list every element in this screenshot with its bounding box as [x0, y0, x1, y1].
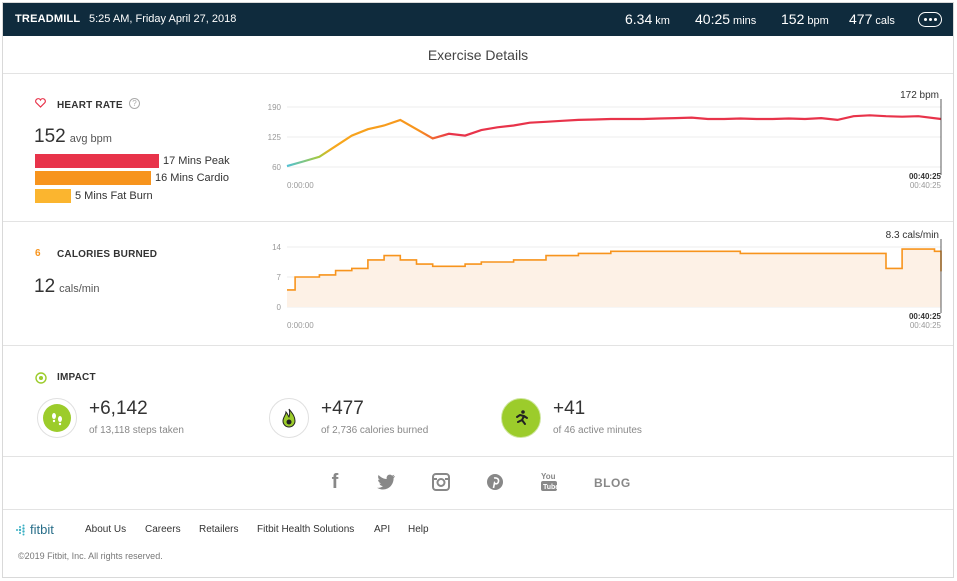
impact-calories-sub: of 2,736 calories burned: [321, 425, 429, 436]
calories-end-time: 00:40:25: [910, 321, 942, 330]
impact-active-badge: [501, 398, 541, 438]
heart-rate-label: HEART RATE: [57, 100, 123, 111]
heart-rate-start-time: 0:00:00: [287, 181, 314, 190]
impact-section: IMPACT: [3, 346, 953, 457]
impact-active-value: +41: [553, 398, 586, 419]
calories-line: [287, 248, 942, 291]
calories-rate-unit: cals/min: [59, 283, 100, 295]
avg-heart-rate: 152 avg bpm: [34, 126, 112, 148]
duration-stat: 40:25 mins: [695, 11, 756, 27]
calories-rate-value: 12: [34, 276, 56, 297]
heart-rate-end-time-bold: 00:40:25: [909, 172, 942, 181]
impact-calories: +477 of 2,736 calories burned: [269, 398, 469, 442]
impact-label: IMPACT: [57, 372, 96, 383]
calories-peak-label: 8.3 cals/min: [886, 230, 939, 241]
heart-rate-chart[interactable]: 190 125 60 172 bpm 0:00:00 00:40:25 00:40:…: [261, 87, 944, 197]
avg-heart-rate-value: 152: [34, 126, 66, 147]
impact-calories-badge: [269, 398, 309, 438]
calories-unit: cals: [875, 15, 895, 27]
running-person-icon: [507, 404, 535, 432]
heart-rate-stat: 152 bpm: [781, 11, 829, 27]
zone-label-cardio: 16 Mins Cardio: [155, 172, 229, 184]
flame-icon: 6: [35, 248, 41, 259]
exercise-summary-bar: TREADMILL 5:25 AM, Friday April 27, 2018…: [3, 3, 953, 36]
svg-text:Tube: Tube: [543, 484, 558, 491]
impact-steps-value: +6,142: [89, 398, 148, 419]
fitbit-dots-icon: [16, 524, 25, 535]
distance-unit: km: [655, 15, 670, 27]
impact-steps-badge: [37, 398, 77, 438]
exercise-datetime: 5:25 AM, Friday April 27, 2018: [89, 13, 237, 25]
footer-link-api[interactable]: API: [374, 524, 391, 535]
calories-area: [287, 249, 941, 307]
svg-text:You: You: [541, 472, 556, 481]
heart-rate-unit: bpm: [807, 15, 829, 27]
pinterest-icon[interactable]: [485, 468, 505, 496]
zone-label-fat-burn: 5 Mins Fat Burn: [75, 190, 153, 202]
copyright: ©2019 Fitbit, Inc. All rights reserved.: [18, 551, 163, 561]
footer-link-about-us[interactable]: About Us: [85, 524, 127, 535]
blog-link[interactable]: BLOG: [594, 476, 631, 490]
zone-bar-fat-burn: [35, 189, 71, 203]
footer-link-retailers[interactable]: Retailers: [199, 524, 239, 535]
fitbit-logo-text: fitbit: [30, 522, 54, 537]
heart-rate-peak-label: 172 bpm: [900, 90, 939, 101]
social-links: f You Tube BLOG: [3, 468, 953, 498]
duration-value: 40:25: [695, 11, 731, 27]
youtube-icon[interactable]: You Tube: [539, 468, 559, 496]
heart-rate-value: 152: [781, 11, 805, 27]
heart-rate-end-time: 00:40:25: [910, 181, 942, 190]
calories-stat: 477 cals: [849, 11, 895, 27]
twitter-icon[interactable]: [375, 468, 397, 496]
fitbit-logo[interactable]: fitbit: [15, 522, 54, 537]
calories-y-tick: 14: [272, 243, 281, 252]
zone-bar-peak: [35, 154, 159, 168]
avg-heart-rate-unit: avg bpm: [69, 133, 112, 145]
facebook-icon[interactable]: f: [331, 470, 339, 493]
footer-link-help[interactable]: Help: [408, 524, 429, 535]
impact-calories-value: +477: [321, 398, 364, 419]
calories-value: 477: [849, 11, 873, 27]
impact-steps-sub: of 13,118 steps taken: [89, 425, 184, 436]
page-title: Exercise Details: [3, 36, 953, 74]
calories-section: 6 CALORIES BURNED 12 cals/min: [3, 222, 953, 346]
zone-bar-cardio: [35, 171, 151, 185]
calories-start-time: 0:00:00: [287, 321, 314, 330]
footer-nav: fitbit About Us Careers Retailers Fitbit…: [3, 509, 953, 547]
footsteps-icon: [43, 404, 71, 432]
instagram-icon[interactable]: [431, 468, 451, 496]
zone-label-peak: 17 Mins Peak: [163, 155, 230, 167]
calories-chart[interactable]: 14 7 0 8.3 cals/min 0:00:00 00:40:25 00:40…: [261, 229, 944, 335]
footer-link-health-solutions[interactable]: Fitbit Health Solutions: [257, 524, 355, 535]
calories-y-tick: 7: [277, 273, 282, 282]
duration-unit: mins: [733, 15, 757, 27]
distance-stat: 6.34 km: [625, 11, 670, 27]
heart-rate-y-tick: 190: [268, 103, 282, 112]
impact-active-sub: of 46 active minutes: [553, 425, 642, 436]
calories-end-time-bold: 00:40:25: [909, 312, 942, 321]
heart-rate-y-tick: 60: [272, 163, 281, 172]
flame-icon: [275, 404, 303, 432]
heart-icon: [35, 98, 46, 111]
calories-label: CALORIES BURNED: [57, 249, 158, 260]
heart-rate-line: [286, 114, 942, 168]
calories-rate: 12 cals/min: [34, 276, 99, 298]
impact-steps: +6,142 of 13,118 steps taken: [37, 398, 237, 442]
impact-active-minutes: +41 of 46 active minutes: [501, 398, 701, 442]
target-icon: [35, 372, 47, 387]
heart-rate-section: HEART RATE ? 152 avg bpm 17 Mins Peak 16 …: [3, 74, 953, 222]
calories-y-tick: 0: [277, 303, 282, 312]
distance-value: 6.34: [625, 11, 653, 27]
exercise-type: TREADMILL: [15, 13, 81, 25]
heart-rate-y-tick: 125: [268, 133, 282, 142]
ellipsis-icon[interactable]: [918, 12, 942, 27]
footer-link-careers[interactable]: Careers: [145, 524, 181, 535]
question-icon[interactable]: ?: [129, 98, 140, 109]
